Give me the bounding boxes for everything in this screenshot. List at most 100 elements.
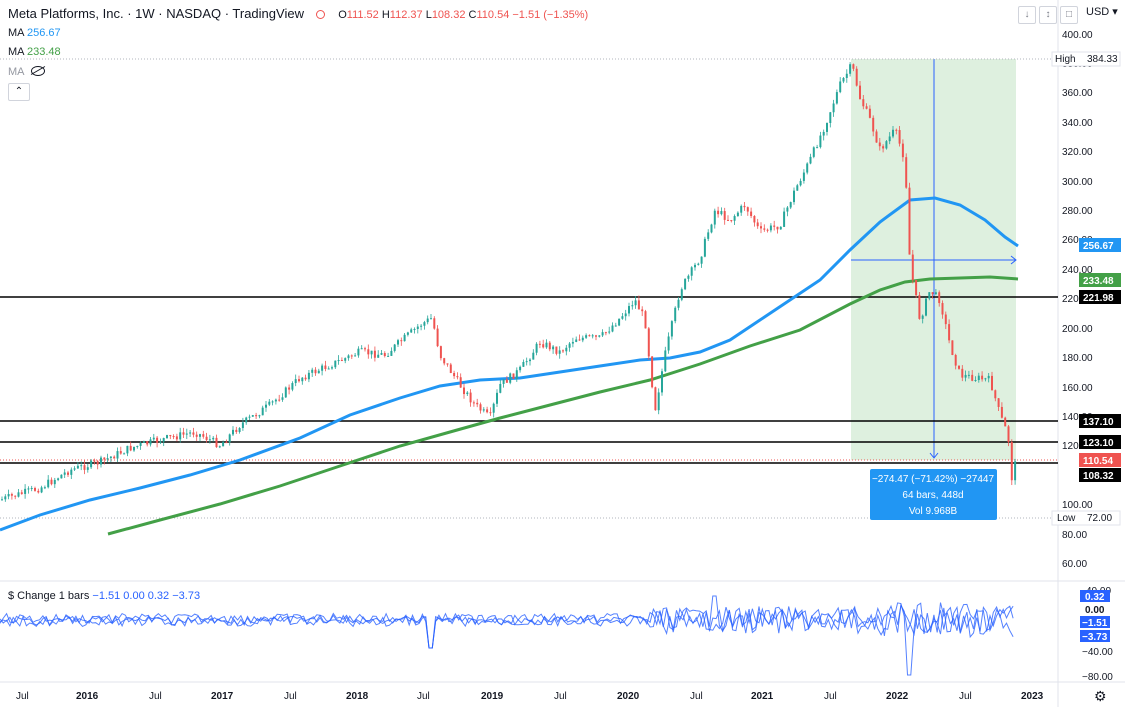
candle-body [743,205,746,208]
candle-body [152,437,155,440]
candle-body [786,207,789,212]
candle-body [218,446,221,448]
candle-body [558,350,561,354]
candle-body [436,328,439,347]
candle-body [578,339,581,341]
candle-body [73,468,76,470]
top-right-buttons: ↓ ↕ □ [1018,4,1081,24]
candle-body [895,129,898,131]
candle-body [113,456,116,459]
candle-body [228,434,231,443]
candle-body [248,416,251,418]
candle-body [634,300,637,306]
axis-tick: 100.00 [1062,500,1093,511]
candle-body [934,292,937,295]
candle-body [146,441,149,445]
candle-body [700,256,703,264]
candle-body [20,492,23,494]
candle-body [479,404,482,411]
arrow-down-icon[interactable]: ↓ [1018,6,1036,24]
oscillator-series [0,602,1014,676]
candle-body [30,488,33,490]
candle-body [360,348,363,350]
candle-body [958,365,960,369]
candle-body [245,417,248,423]
candle-body [499,383,502,393]
candle-body [192,432,195,435]
candle-body [350,355,353,357]
axis-tick: 340.00 [1062,118,1093,129]
candle-body [43,487,46,489]
axis-tick: 140.00 [1062,412,1093,423]
candle-body [525,361,528,363]
candle-body [1007,426,1010,443]
time-tick: 2018 [346,691,369,702]
ma1-legend[interactable]: MA 256.67 [8,27,61,39]
symbol-header: Meta Platforms, Inc. · 1W · NASDAQ · Tra… [8,6,588,21]
time-tick: Jul [690,691,703,702]
candle-body [720,211,723,215]
candle-body [53,479,56,485]
candle-body [7,494,10,497]
osc-badge-3: −1.51 [1082,618,1108,629]
candle-body [779,226,782,230]
ma3-legend[interactable]: MA [8,65,46,78]
candle-body [215,437,218,448]
candle-body [123,453,126,455]
candle-body [4,496,7,500]
candle-body [697,263,700,265]
currency-selector[interactable]: USD ▾ [1086,6,1118,18]
symbol-title[interactable]: Meta Platforms, Inc. · 1W · NASDAQ · Tra… [8,6,304,21]
ma1-label: MA [8,27,24,39]
last-low-price-label: 108.32 [1083,471,1114,482]
candle-body [265,404,267,408]
eye-hidden-icon[interactable] [30,66,46,76]
candle-body [538,343,541,345]
candle-body [604,332,607,334]
candle-body [901,143,904,158]
level3-price-label: 123.10 [1083,438,1114,449]
candle-body [430,318,432,320]
candle-body [205,436,208,441]
candle-body [882,146,885,149]
candle-body [317,370,320,374]
candle-body [885,141,888,149]
expand-icon[interactable]: ↕ [1039,6,1057,24]
ma2-price-label: 233.48 [1083,276,1114,287]
candle-body [921,315,924,319]
change-indicator-values: −1.51 0.00 0.32 −3.73 [92,590,201,602]
maximize-icon[interactable]: □ [1060,6,1078,24]
candle-body [581,337,584,341]
axis-tick: 120.00 [1062,441,1093,452]
open-label: O [338,9,347,21]
candle-body [119,451,122,454]
candle-body [67,472,69,475]
measure-info-box: −274.47 (−71.42%) −27447 64 bars, 448d V… [870,469,997,520]
candle-body [278,399,281,401]
chevron-up-icon[interactable]: ⌃ [8,83,30,101]
candle-body [423,322,426,326]
candle-body [519,366,522,371]
gear-icon[interactable]: ⚙ [1094,688,1107,704]
candle-body [628,306,630,314]
candle-body [397,340,399,345]
candle-body [855,68,858,86]
time-tick: Jul [284,691,297,702]
candle-body [179,432,182,440]
candle-body [763,228,766,230]
change-indicator-legend[interactable]: $ Change 1 bars −1.51 0.00 0.32 −3.73 [8,590,200,602]
candle-body [789,202,792,208]
candle-body [809,156,812,164]
candle-body [80,465,83,467]
axis-tick: 200.00 [1062,324,1093,335]
time-tick: Jul [959,691,972,702]
candle-body [433,318,436,329]
candle-body [859,85,861,100]
candle-body [954,354,957,366]
ma-line-green [107,275,1019,536]
candle-body [948,324,951,341]
candle-body [14,495,17,497]
candle-body [10,494,13,496]
ma2-legend[interactable]: MA 233.48 [8,46,61,58]
